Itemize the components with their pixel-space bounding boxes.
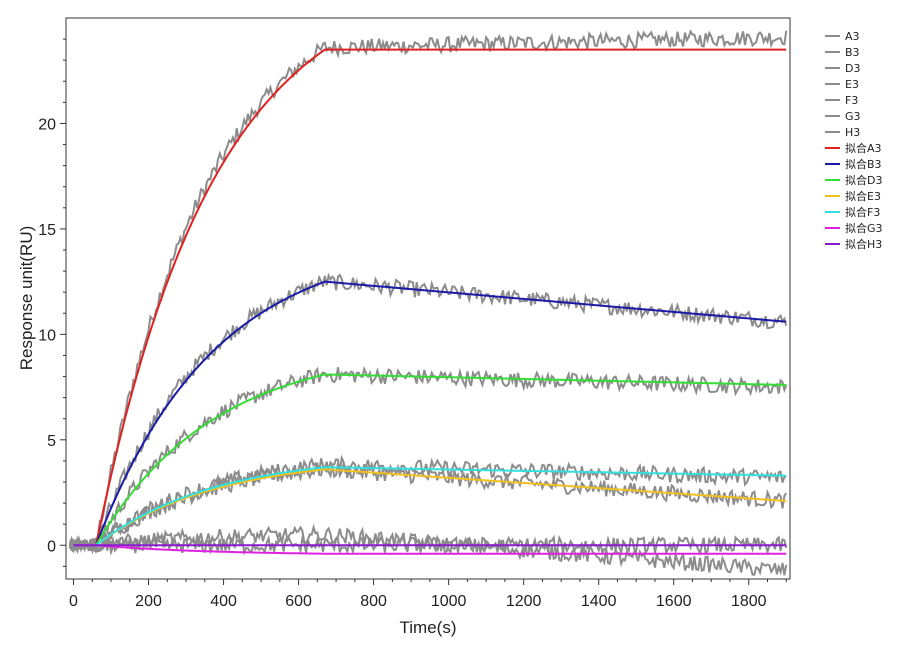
data-layer — [68, 29, 788, 576]
legend-label: 拟合F3 — [845, 205, 880, 219]
raw-series-G3 — [68, 523, 788, 576]
fit-series-拟合D3 — [73, 373, 787, 547]
x-axis: 0 200 400 600 800 1000 1200 1400 1600 1800 — [69, 579, 787, 610]
y-tick-label: 5 — [47, 433, 56, 450]
legend-label: B3 — [845, 46, 860, 59]
raw-series-B3 — [68, 272, 788, 553]
raw-series-F3 — [69, 454, 787, 553]
x-tick-label: 1800 — [731, 593, 767, 610]
legend-label: 拟合H3 — [845, 237, 882, 251]
fit-series-拟合G3 — [73, 544, 787, 555]
y-axis-title: Response unit(RU) — [17, 226, 36, 371]
plot-frame — [65, 17, 791, 580]
legend-label: 拟合D3 — [845, 173, 882, 187]
x-tick-label: 1000 — [431, 593, 467, 610]
y-tick-label: 20 — [38, 116, 56, 133]
raw-series-A3 — [68, 29, 788, 551]
x-tick-label: 600 — [285, 593, 312, 610]
legend-label: G3 — [845, 110, 861, 123]
fit-series-拟合F3 — [73, 466, 787, 547]
fit-series-拟合A3 — [73, 48, 787, 547]
x-tick-label: 1200 — [506, 593, 542, 610]
legend-label: F3 — [845, 94, 858, 107]
x-tick-label: 1600 — [656, 593, 692, 610]
legend-label: D3 — [845, 62, 860, 75]
x-tick-label: 1400 — [581, 593, 617, 610]
legend-label: 拟合A3 — [845, 141, 882, 155]
legend-label: H3 — [845, 126, 860, 139]
legend-label: E3 — [845, 78, 859, 91]
raw-series-D3 — [68, 365, 788, 555]
legend-label: 拟合G3 — [845, 221, 883, 235]
legend: A3 B3 D3 E3 F3 G3 H3 拟合A3 拟合B3 拟合D3 拟合E3 拟合F3 拟合G3 拟合… — [825, 30, 883, 251]
y-tick-label: 0 — [47, 538, 56, 555]
x-tick-label: 800 — [360, 593, 387, 610]
fit-series-拟合B3 — [73, 280, 787, 547]
x-tick-label: 200 — [135, 593, 162, 610]
y-tick-label: 15 — [38, 222, 56, 239]
fit-series-拟合E3 — [73, 468, 787, 547]
legend-label: 拟合B3 — [845, 157, 882, 171]
legend-label: 拟合E3 — [845, 189, 881, 203]
x-tick-label: 400 — [210, 593, 237, 610]
x-tick-label: 0 — [69, 593, 78, 610]
y-tick-label: 10 — [38, 327, 56, 344]
x-axis-title: Time(s) — [400, 618, 457, 637]
y-axis: 0 5 10 15 20 — [38, 38, 66, 567]
legend-label: A3 — [845, 30, 860, 43]
